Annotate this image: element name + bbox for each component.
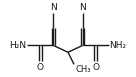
Text: NH₂: NH₂ — [110, 41, 127, 50]
Text: H₂N: H₂N — [9, 41, 26, 50]
Text: N: N — [79, 3, 86, 12]
Text: N: N — [50, 3, 57, 12]
Text: O: O — [37, 63, 44, 72]
Text: O: O — [92, 63, 99, 72]
Text: CH₃: CH₃ — [76, 65, 91, 74]
